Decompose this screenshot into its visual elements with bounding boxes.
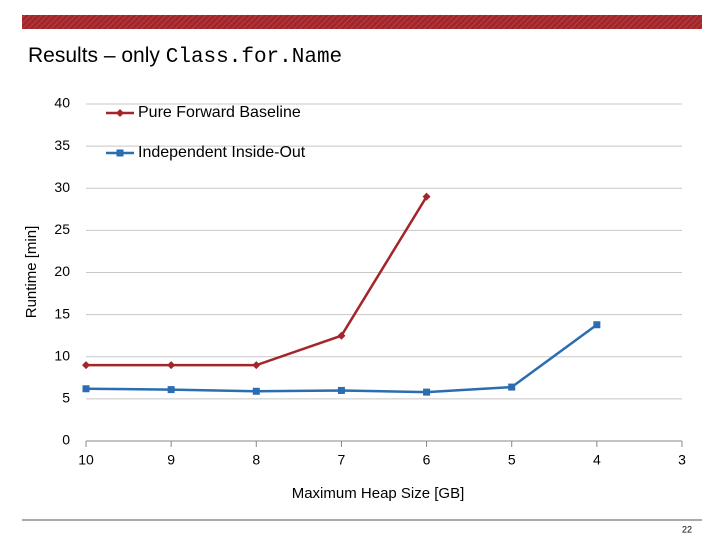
legend-label: Pure Forward Baseline [138, 104, 301, 121]
x-tick-label: 10 [78, 452, 94, 468]
point [252, 387, 260, 395]
y-tick-label: 10 [54, 347, 70, 363]
point [337, 331, 346, 340]
point [167, 361, 176, 370]
series-line [86, 196, 428, 367]
y-tick-label: 5 [62, 390, 70, 406]
legend-label: Independent Inside-Out [138, 144, 306, 161]
y-tick-label: 20 [54, 263, 70, 279]
point [337, 386, 345, 394]
point [508, 383, 516, 391]
point [423, 388, 431, 396]
y-tick-label: 30 [54, 179, 70, 195]
header-bar [22, 15, 702, 29]
x-axis-label: Maximum Heap Size [GB] [292, 485, 465, 502]
point [593, 321, 601, 329]
point [82, 361, 90, 370]
x-tick-label: 3 [678, 452, 686, 468]
point [252, 361, 261, 370]
x-tick-label: 8 [252, 452, 260, 468]
y-tick-label: 35 [54, 137, 70, 153]
y-tick-label: 15 [54, 305, 70, 321]
y-tick-label: 0 [62, 432, 70, 448]
y-tick-label: 40 [54, 95, 70, 111]
legend-marker [116, 109, 124, 117]
page-number: 22 [682, 524, 692, 534]
point [82, 385, 90, 393]
y-tick-label: 25 [54, 221, 70, 237]
x-tick-label: 4 [593, 452, 601, 468]
x-tick-label: 6 [423, 452, 431, 468]
slide-title: Results – only Class.for.Name [28, 44, 342, 69]
x-tick-label: 5 [508, 452, 516, 468]
point [167, 386, 175, 394]
point [422, 192, 431, 201]
x-tick-label: 9 [167, 452, 175, 468]
y-axis-label: Runtime [min] [23, 226, 40, 319]
x-tick-label: 7 [338, 452, 346, 468]
legend-marker [116, 149, 124, 157]
